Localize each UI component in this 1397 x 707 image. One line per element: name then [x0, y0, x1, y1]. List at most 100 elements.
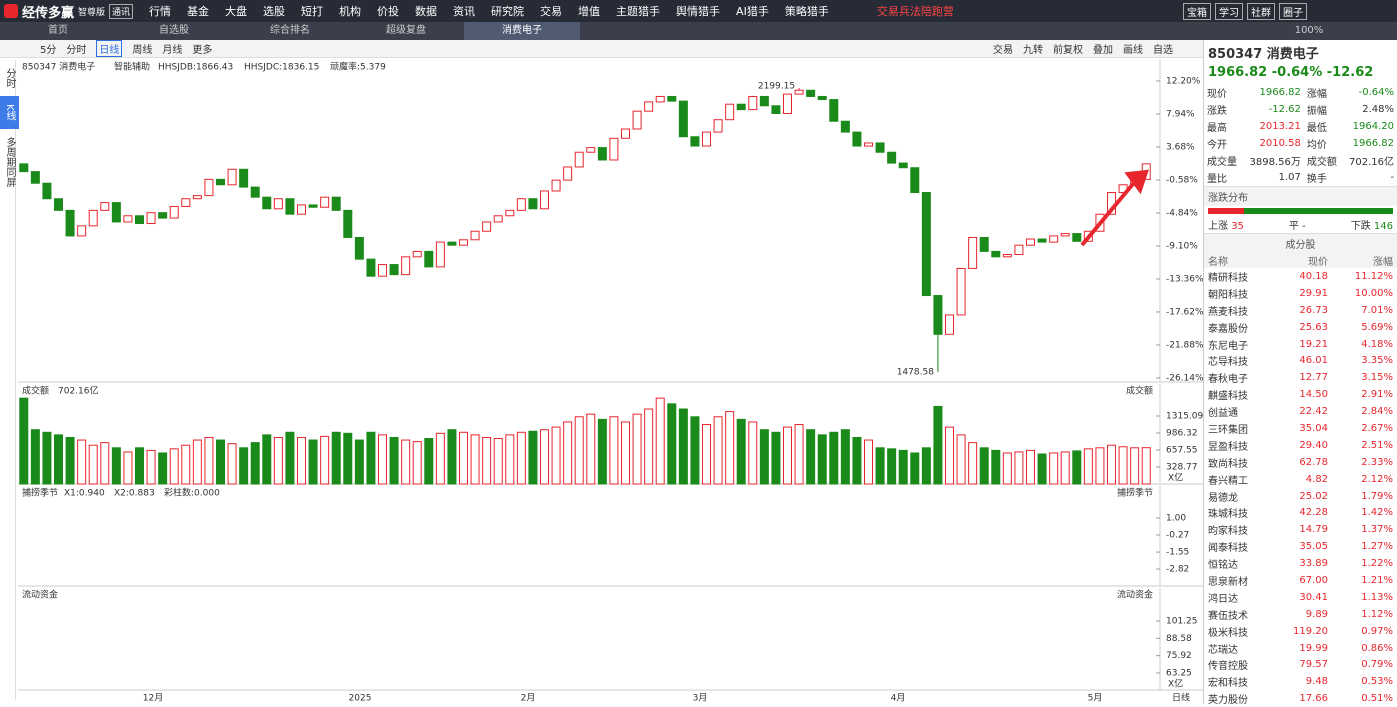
const-row: 宏和科技 9.48 0.53%	[1204, 673, 1397, 690]
quote-cell: 振幅	[1306, 106, 1327, 117]
const-cell: 燕麦科技	[1208, 306, 1248, 318]
quote-cell: 2.48%	[1362, 104, 1394, 115]
menu-item[interactable]: 舆情猎手	[676, 5, 721, 18]
candle-body	[42, 182, 52, 200]
period[interactable]: 分时	[66, 45, 87, 56]
const-cell: 东尼电子	[1208, 340, 1248, 352]
menu-item[interactable]: 交易	[540, 5, 563, 18]
candle-body	[65, 209, 75, 237]
quote-cell: 最高	[1207, 123, 1227, 134]
const-cell: 1.42%	[1361, 507, 1393, 519]
volume-bar	[308, 439, 318, 485]
volume-bar	[470, 434, 480, 485]
quote-price: 1966.82 -0.64% -12.62	[1204, 65, 1397, 84]
tab[interactable]: 首页	[48, 25, 68, 36]
tool[interactable]: 九转	[1023, 45, 1043, 56]
menu-item[interactable]: 数据	[415, 5, 438, 18]
top-button[interactable]: 学习	[1215, 3, 1243, 20]
y-tick-label: -13.36%	[1166, 274, 1203, 284]
const-cell: 35.04	[1299, 422, 1329, 434]
candle-body	[77, 225, 87, 237]
volume-bar	[887, 448, 897, 485]
tool[interactable]: 自选	[1153, 45, 1173, 56]
const-head: 现价	[1271, 253, 1333, 268]
menu-item[interactable]: 研究院	[491, 5, 525, 18]
tool[interactable]: 前复权	[1053, 45, 1083, 56]
candle-body	[597, 147, 607, 161]
const-cell: 精研科技	[1208, 272, 1248, 284]
volume-bar	[667, 403, 677, 485]
menu-item[interactable]: 增值	[578, 5, 601, 18]
candle-body	[968, 236, 978, 269]
menu-item[interactable]: 价投	[377, 5, 400, 18]
menu-item[interactable]: 资讯	[453, 5, 476, 18]
const-cell: 0.86%	[1361, 642, 1393, 654]
const-cell: 芯瑞达	[1208, 644, 1238, 656]
candle-body	[609, 137, 619, 161]
const-cell: 英力股份	[1208, 695, 1248, 707]
const-row: 精研科技 40.18 11.12%	[1204, 268, 1397, 285]
menu-item[interactable]: 主题猎手	[616, 5, 661, 18]
side-tab[interactable]: 多周期同屏	[4, 136, 15, 187]
tab[interactable]: 综合排名	[270, 25, 310, 36]
menu-item[interactable]: 策略猎手	[784, 5, 829, 18]
volume-bar	[1026, 449, 1035, 485]
period[interactable]: 周线	[132, 45, 153, 56]
menu-item[interactable]: 行情	[149, 5, 172, 18]
menu-item[interactable]: 机构	[339, 5, 362, 18]
quote-cell: 量比	[1207, 174, 1227, 185]
ind-param: X1:0.940	[64, 489, 105, 499]
side-tab[interactable]: K线	[0, 96, 19, 129]
volume-bar	[725, 411, 735, 485]
top-button[interactable]: 宝箱	[1183, 3, 1211, 20]
candle-body	[308, 204, 318, 208]
period[interactable]: 5分	[40, 45, 57, 56]
volume-bar	[343, 432, 353, 485]
promo[interactable]: 交易兵法陪跑营	[876, 5, 954, 18]
const-cell: 1.21%	[1361, 574, 1393, 586]
period[interactable]: 更多	[192, 45, 213, 56]
volume-bar	[30, 429, 40, 485]
period[interactable]: 月线	[162, 45, 183, 56]
menu: 行情 基金 大盘 选股 短打 机构 价投 数据 资讯 研究院 交易 增值 主题猎手 舆情猎手 AI猎手 策略猎…	[141, 3, 837, 19]
volume-bar	[262, 434, 272, 485]
menu-item[interactable]: AI猎手	[736, 5, 769, 18]
tab[interactable]: 消费电子	[464, 22, 580, 40]
const-cell: 10.00%	[1354, 287, 1393, 299]
period[interactable]: 日线	[96, 40, 123, 57]
menu-item[interactable]: 基金	[187, 5, 210, 18]
top-button[interactable]: 社群	[1247, 3, 1275, 20]
volume-bar	[1060, 451, 1070, 485]
volume-bar	[644, 408, 654, 485]
volume-bar	[586, 413, 596, 485]
tab[interactable]: 超级复盘	[386, 25, 426, 36]
y-tick-label: 328.77	[1166, 462, 1198, 472]
up-count: 35	[1231, 221, 1244, 232]
volume-bar	[146, 449, 156, 485]
volume-bar	[1072, 450, 1082, 485]
volume-bar	[840, 429, 850, 485]
candle-body	[748, 95, 758, 111]
volume-bar	[759, 429, 769, 485]
tool[interactable]: 交易	[993, 45, 1013, 56]
menu-item[interactable]: 短打	[301, 5, 324, 18]
quote-row: 现价 1966.82 涨幅 -0.64%	[1204, 84, 1397, 101]
candle-body	[435, 241, 445, 268]
menu-item[interactable]: 大盘	[225, 5, 248, 18]
const-cell: 2.12%	[1361, 473, 1393, 485]
tool[interactable]: 画线	[1123, 45, 1143, 56]
candle-body	[956, 267, 966, 316]
tab[interactable]: 自选股	[159, 25, 189, 36]
volume-bar	[447, 429, 457, 485]
const-title: 成分股	[1204, 233, 1397, 253]
candle-body	[655, 95, 665, 103]
tools: 交易 九转 前复权 叠加 画线 自选	[993, 41, 1183, 56]
side-tab[interactable]: 分时	[4, 68, 15, 88]
volume-bar	[123, 451, 133, 485]
menu-item[interactable]: 选股	[263, 5, 286, 18]
const-cell: 宏和科技	[1208, 678, 1248, 690]
top-button[interactable]: 圈子	[1279, 3, 1307, 20]
tool[interactable]: 叠加	[1093, 45, 1113, 56]
right-panel: 850347 消费电子 1966.82 -0.64% -12.62 现价 1966…	[1203, 40, 1397, 707]
y-tick-label: 75.92	[1166, 651, 1192, 661]
